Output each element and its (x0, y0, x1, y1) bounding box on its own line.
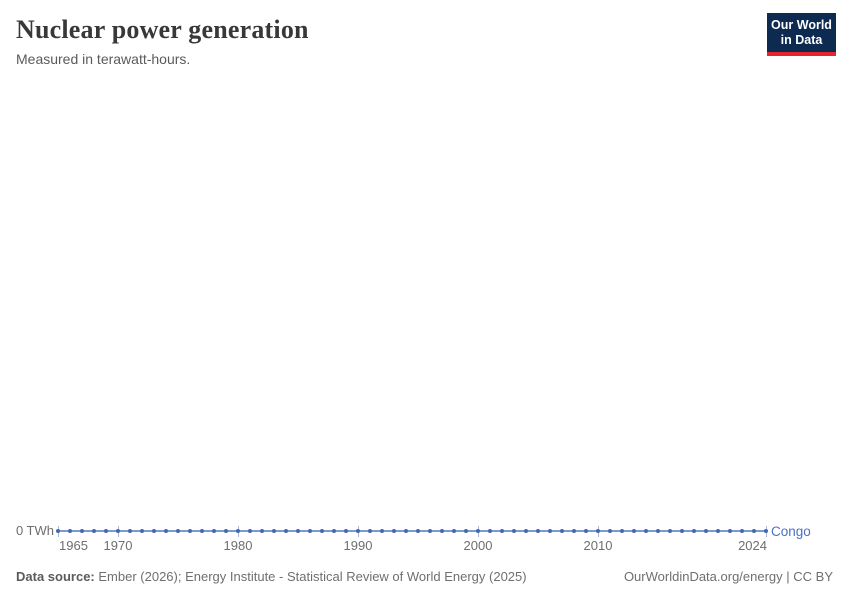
data-point (608, 529, 612, 533)
data-point (128, 529, 132, 533)
data-point (596, 529, 600, 533)
data-point (644, 529, 648, 533)
x-axis-tick-label: 1990 (343, 538, 373, 553)
data-point (488, 529, 492, 533)
data-point (620, 529, 624, 533)
x-axis-tick-label: 1980 (223, 538, 253, 553)
data-point (392, 529, 396, 533)
data-point (116, 529, 120, 533)
x-axis-tick-label: 2024 (738, 538, 767, 553)
data-point (176, 529, 180, 533)
data-point (296, 529, 300, 533)
data-point (272, 529, 276, 533)
x-axis-tick-label: 2010 (583, 538, 613, 553)
data-point (140, 529, 144, 533)
data-point (164, 529, 168, 533)
data-point (740, 529, 744, 533)
data-point (416, 529, 420, 533)
data-point (476, 529, 480, 533)
data-point (524, 529, 528, 533)
data-point (716, 529, 720, 533)
data-point (428, 529, 432, 533)
data-point (548, 529, 552, 533)
series-label-congo[interactable]: Congo (771, 524, 811, 539)
data-point (92, 529, 96, 533)
owid-logo-line2: in Data (780, 33, 823, 47)
data-point (56, 529, 60, 533)
x-axis-tick-label: 1965 (59, 538, 88, 553)
data-point (632, 529, 636, 533)
data-source-text: Ember (2026); Energy Institute - Statist… (98, 569, 527, 584)
chart-title: Nuclear power generation (16, 15, 309, 44)
data-point (236, 529, 240, 533)
data-point (656, 529, 660, 533)
data-point (152, 529, 156, 533)
owid-logo[interactable]: Our World in Data (767, 13, 836, 56)
data-point (728, 529, 732, 533)
data-point (452, 529, 456, 533)
data-point (752, 529, 756, 533)
data-point (500, 529, 504, 533)
data-point (404, 529, 408, 533)
data-point (536, 529, 540, 533)
data-source-label: Data source: (16, 569, 95, 584)
data-point (224, 529, 228, 533)
data-point (464, 529, 468, 533)
credit-link[interactable]: OurWorldinData.org/energy | CC BY (623, 569, 833, 584)
data-point (692, 529, 696, 533)
data-point (68, 529, 72, 533)
series-line (58, 530, 767, 532)
data-point (704, 529, 708, 533)
data-point (80, 529, 84, 533)
y-axis-zero-label: 0 TWh (15, 523, 54, 538)
data-point (512, 529, 516, 533)
data-point (308, 529, 312, 533)
data-point (668, 529, 672, 533)
chart-subtitle: Measured in terawatt-hours. (16, 51, 191, 67)
data-point (560, 529, 564, 533)
data-source-note: Data source: Ember (2026); Energy Instit… (16, 569, 527, 585)
data-point (584, 529, 588, 533)
data-point (212, 529, 216, 533)
x-axis-tick-label: 2000 (463, 538, 493, 553)
data-point (764, 529, 768, 533)
data-point (380, 529, 384, 533)
data-point (332, 529, 336, 533)
data-point (356, 529, 360, 533)
data-point (440, 529, 444, 533)
data-point (248, 529, 252, 533)
data-point (572, 529, 576, 533)
data-point (680, 529, 684, 533)
owid-logo-line1: Our World (771, 18, 832, 32)
data-point (368, 529, 372, 533)
x-axis-tick-label: 1970 (103, 538, 133, 553)
data-point (284, 529, 288, 533)
data-point (344, 529, 348, 533)
data-point (320, 529, 324, 533)
data-point (188, 529, 192, 533)
data-point (260, 529, 264, 533)
data-point (200, 529, 204, 533)
data-point (104, 529, 108, 533)
